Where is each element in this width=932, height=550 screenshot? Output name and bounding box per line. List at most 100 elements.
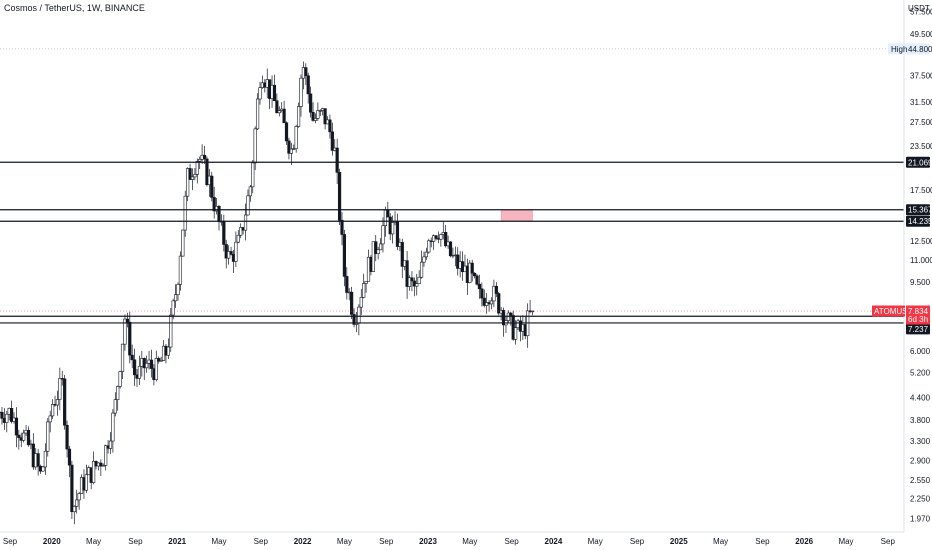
- candle: [405, 251, 409, 299]
- candle: [391, 215, 395, 244]
- svg-text:ATOMUSDT: ATOMUSDT: [874, 307, 918, 316]
- candle: [234, 231, 238, 267]
- highlight-zone[interactable]: [500, 209, 533, 222]
- price-tick-label: 17.500: [910, 186, 932, 195]
- candle: [46, 418, 50, 457]
- candle: [364, 280, 368, 293]
- candle: [422, 251, 426, 267]
- svg-text:15.367: 15.367: [908, 206, 932, 215]
- candle: [371, 241, 375, 272]
- price-tick-label: 31.500: [910, 98, 932, 107]
- candle: [159, 356, 163, 362]
- candle: [22, 429, 26, 443]
- candle: [75, 489, 79, 514]
- candles: [0, 61, 535, 525]
- candle: [359, 288, 363, 315]
- candle: [415, 273, 419, 296]
- price-tick-label: 49.500: [910, 30, 932, 39]
- countdown-label: 6d 3h: [908, 315, 928, 324]
- candle: [173, 284, 178, 308]
- candle: [10, 400, 14, 424]
- candle: [58, 367, 62, 411]
- candle: [530, 310, 535, 316]
- candle: [77, 492, 81, 510]
- price-tick-label: 2.550: [910, 476, 931, 485]
- candle: [272, 74, 277, 102]
- candle: [123, 314, 127, 351]
- high-label: High: [888, 43, 907, 55]
- candle: [190, 168, 195, 191]
- candle: [475, 274, 479, 286]
- price-axis-unit: USDT: [908, 4, 930, 13]
- candle: [26, 426, 31, 447]
- svg-text:7.834: 7.834: [908, 307, 929, 316]
- candle: [236, 229, 240, 244]
- price-tick-label: 9.500: [910, 278, 931, 287]
- candle: [51, 399, 55, 420]
- candle: [166, 338, 170, 359]
- price-tick-label: 37.500: [910, 72, 932, 81]
- candle: [323, 108, 327, 130]
- candle: [287, 137, 291, 160]
- time-tick-label: 2022: [294, 537, 312, 546]
- candle: [128, 311, 132, 364]
- candle: [246, 189, 250, 216]
- candle: [311, 102, 315, 122]
- price-tick-label: 23.500: [910, 142, 932, 151]
- candle: [169, 307, 173, 352]
- candle: [497, 292, 501, 316]
- candle: [480, 282, 484, 307]
- price-tick-label: 4.400: [910, 394, 931, 403]
- candle: [419, 250, 424, 279]
- candle: [92, 451, 96, 485]
- candle: [381, 217, 385, 253]
- candle: [306, 72, 310, 104]
- candle: [424, 247, 428, 260]
- candle: [227, 245, 231, 265]
- candle: [439, 233, 443, 247]
- candle: [309, 86, 313, 118]
- time-tick-label: May: [211, 537, 226, 546]
- candle: [55, 390, 60, 416]
- candle: [444, 224, 448, 248]
- candle: [362, 273, 366, 299]
- candle: [104, 444, 108, 471]
- candle: [0, 407, 4, 425]
- candle: [130, 344, 134, 369]
- candle: [84, 464, 88, 494]
- time-tick-label: Sep: [630, 537, 645, 546]
- candle: [296, 102, 301, 128]
- candle: [335, 138, 339, 185]
- time-tick-label: Sep: [3, 537, 18, 546]
- price-tick-label: 2.250: [910, 495, 931, 504]
- candle: [186, 167, 190, 202]
- candle: [400, 238, 404, 278]
- candle: [239, 223, 243, 239]
- candle: [248, 184, 252, 202]
- time-tick-label: May: [588, 537, 603, 546]
- level-price-tag: 14.235: [906, 215, 932, 227]
- candle: [116, 385, 120, 411]
- candle: [294, 124, 298, 153]
- candle: [494, 282, 498, 298]
- candle: [410, 271, 414, 292]
- candle: [210, 171, 214, 202]
- candle: [282, 100, 286, 124]
- chart-title: Cosmos / TetherUS, 1W, BINANCE: [4, 3, 145, 13]
- price-tick-label: 6.000: [910, 347, 931, 356]
- candle: [511, 310, 515, 341]
- candle: [417, 270, 421, 285]
- candle: [330, 122, 334, 156]
- time-tick-label: Sep: [755, 537, 770, 546]
- candle: [157, 356, 161, 364]
- time-tick-label: May: [838, 537, 853, 546]
- candle: [188, 163, 192, 180]
- candle: [292, 144, 296, 151]
- candle: [345, 267, 349, 300]
- candle: [473, 272, 477, 279]
- time-tick-label: May: [86, 537, 101, 546]
- candle: [313, 113, 318, 124]
- candle: [340, 212, 344, 246]
- time-tick-label: May: [713, 537, 728, 546]
